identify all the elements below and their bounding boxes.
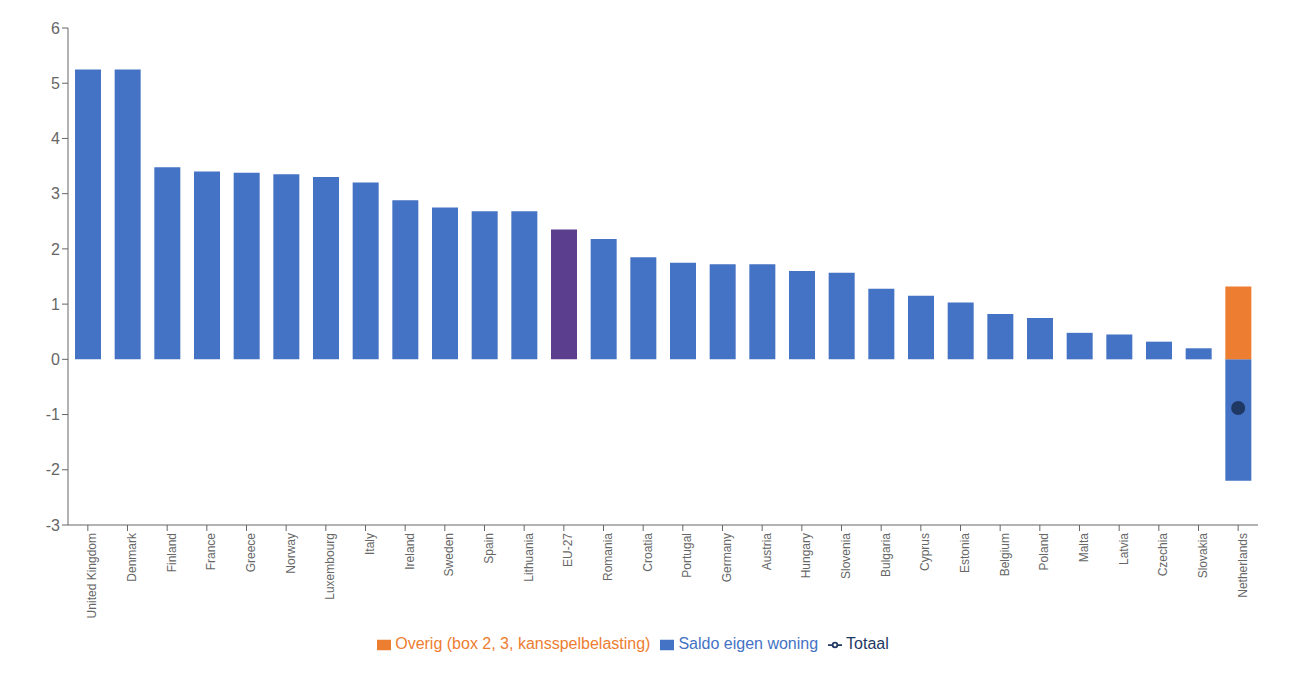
html-text:Saldo eigen woning: Saldo eigen woning (678, 635, 819, 652)
svg-text:Spain: Spain (482, 533, 496, 564)
svg-text:Germany: Germany (720, 533, 734, 582)
svg-text:6: 6 (51, 20, 60, 37)
svg-text:1: 1 (51, 296, 60, 313)
svg-text:Sweden: Sweden (442, 533, 456, 576)
svg-text:Italy: Italy (363, 533, 377, 555)
svg-text:Norway: Norway (284, 533, 298, 574)
svg-text:Finland: Finland (165, 533, 179, 572)
svg-text:5: 5 (51, 75, 60, 92)
svg-text:Lithuania: Lithuania (522, 533, 536, 582)
svg-text:Slovakia: Slovakia (1196, 533, 1210, 579)
svg-text:Slovenia: Slovenia (839, 533, 853, 579)
svg-text:Denmark: Denmark (125, 532, 139, 582)
svg-text:-2: -2 (46, 461, 60, 478)
svg-text:Latvia: Latvia (1117, 533, 1131, 565)
svg-text:Belgium: Belgium (998, 533, 1012, 576)
svg-text:EU-27: EU-27 (561, 533, 575, 567)
svg-text:-3: -3 (46, 517, 60, 534)
svg-text:Croatia: Croatia (641, 533, 655, 572)
svg-text:Bulgaria: Bulgaria (879, 533, 893, 577)
html-text:Totaal: Totaal (846, 635, 889, 652)
svg-text:United Kingdom: United Kingdom (85, 533, 99, 618)
svg-text:Poland: Poland (1037, 533, 1051, 570)
svg-text:Romania: Romania (601, 533, 615, 581)
svg-text:Greece: Greece (244, 533, 258, 573)
svg-text:3: 3 (51, 185, 60, 202)
svg-text:Estonia: Estonia (958, 533, 972, 573)
svg-text:-1: -1 (46, 406, 60, 423)
svg-text:2: 2 (51, 241, 60, 258)
svg-text:Malta: Malta (1077, 533, 1091, 563)
svg-text:Ireland: Ireland (403, 533, 417, 570)
html-text:Overig (box 2, 3, kansspelbela: Overig (box 2, 3, kansspelbelasting) (395, 635, 651, 652)
svg-text:Cyprus: Cyprus (918, 533, 932, 571)
svg-text:Portugal: Portugal (680, 533, 694, 578)
svg-text:Hungary: Hungary (799, 533, 813, 578)
svg-text:Luxembourg: Luxembourg (323, 533, 337, 600)
svg-text:4: 4 (51, 130, 60, 147)
svg-text:Austria: Austria (760, 533, 774, 571)
svg-text:0: 0 (51, 351, 60, 368)
svg-text:Czechia: Czechia (1156, 533, 1170, 577)
svg-text:France: France (204, 533, 218, 571)
svg-text:Netherlands: Netherlands (1236, 533, 1250, 598)
